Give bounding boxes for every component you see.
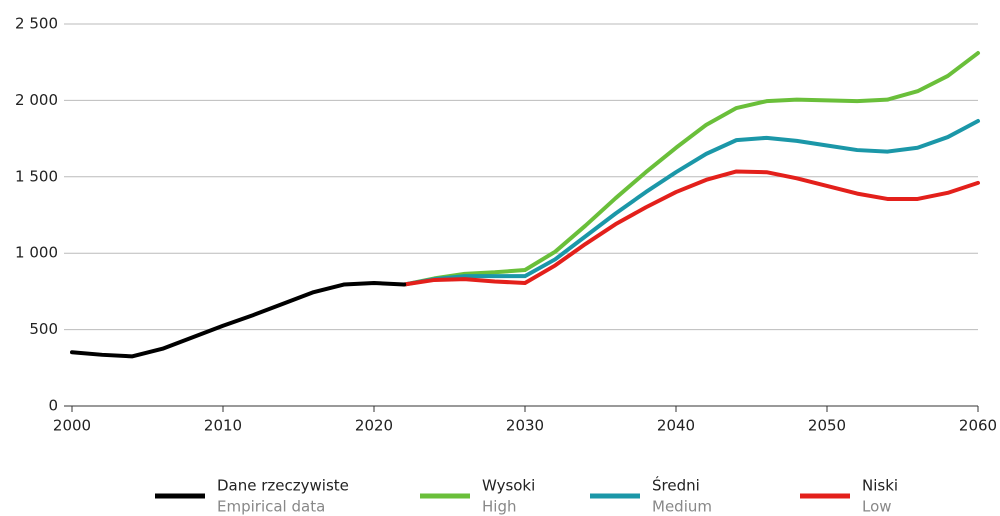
y-tick-label: 0 bbox=[48, 397, 58, 415]
x-tick-label: 2030 bbox=[506, 417, 544, 435]
legend-sublabel: Medium bbox=[652, 498, 712, 516]
x-tick-label: 2010 bbox=[204, 417, 242, 435]
x-tick-label: 2020 bbox=[355, 417, 393, 435]
legend-label: Dane rzeczywiste bbox=[217, 477, 349, 495]
x-tick-label: 2060 bbox=[959, 417, 997, 435]
y-tick-label: 2 500 bbox=[15, 15, 58, 33]
series-line bbox=[402, 119, 980, 287]
series-line bbox=[402, 169, 980, 287]
x-tick-label: 2050 bbox=[808, 417, 846, 435]
x-tick-label: 2000 bbox=[53, 417, 91, 435]
legend-label: Niski bbox=[862, 477, 898, 495]
series-line bbox=[70, 280, 407, 359]
legend-label: Średni bbox=[652, 476, 700, 495]
legend-sublabel: Low bbox=[862, 498, 892, 516]
legend-label: Wysoki bbox=[482, 477, 535, 495]
y-tick-label: 500 bbox=[29, 320, 58, 338]
y-tick-label: 1 000 bbox=[15, 244, 58, 262]
x-tick-label: 2040 bbox=[657, 417, 695, 435]
legend-sublabel: High bbox=[482, 498, 516, 516]
y-tick-label: 2 000 bbox=[15, 91, 58, 109]
legend-sublabel: Empirical data bbox=[217, 498, 325, 516]
y-tick-label: 1 500 bbox=[15, 167, 58, 185]
series-line bbox=[402, 51, 980, 287]
